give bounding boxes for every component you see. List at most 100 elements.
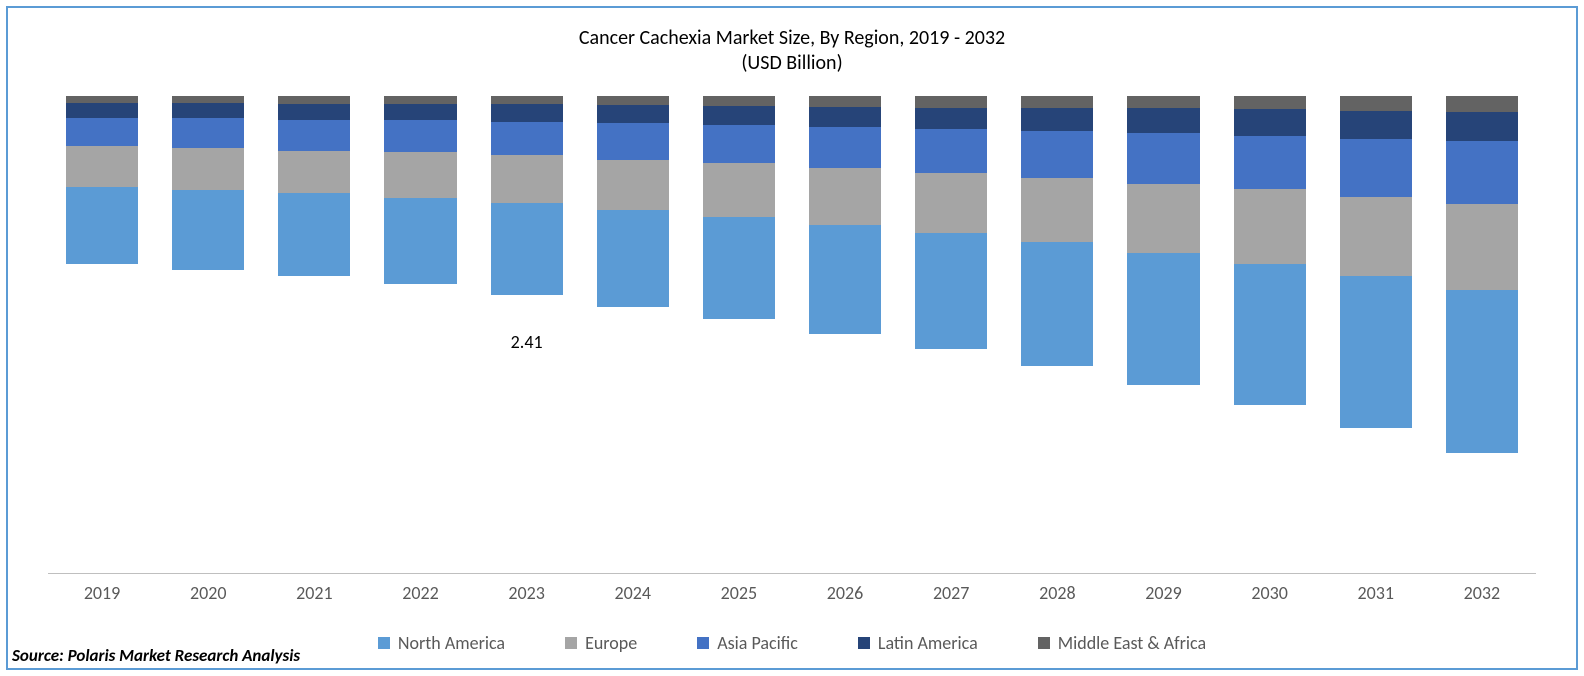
- bar-column: [1340, 96, 1412, 574]
- chart-title: Cancer Cachexia Market Size, By Region, …: [8, 26, 1576, 76]
- chart-frame: Cancer Cachexia Market Size, By Region, …: [6, 6, 1578, 670]
- bar-segment: [915, 129, 987, 173]
- bar-segment: [1340, 197, 1412, 276]
- x-axis-tick: 2029: [1127, 582, 1199, 604]
- bars-container: 2.41: [48, 96, 1536, 574]
- bar-segment: [1234, 189, 1306, 263]
- bar-segment: [1021, 108, 1093, 131]
- bar-segment: [66, 96, 138, 103]
- x-axis: 2019202020212022202320242025202620272028…: [48, 582, 1536, 604]
- legend-item: Middle East & Africa: [1038, 632, 1206, 654]
- bar-segment: [491, 96, 563, 104]
- legend-swatch: [565, 637, 577, 649]
- bar-column: [384, 96, 456, 574]
- bar-segment: [1234, 264, 1306, 405]
- bar-segment: [1021, 242, 1093, 366]
- x-axis-tick: 2030: [1234, 582, 1306, 604]
- bar-column: [915, 96, 987, 574]
- legend-item: Asia Pacific: [697, 632, 798, 654]
- x-axis-tick: 2027: [915, 582, 987, 604]
- bar-segment: [384, 96, 456, 104]
- bar-column: [172, 96, 244, 574]
- bar-column: [1127, 96, 1199, 574]
- legend-label: Middle East & Africa: [1058, 632, 1206, 654]
- bar-segment: [172, 190, 244, 270]
- bar-segment: [809, 96, 881, 107]
- bar-segment: [1021, 178, 1093, 242]
- bar-column: [1021, 96, 1093, 574]
- legend-item: North America: [378, 632, 505, 654]
- bar-segment: [809, 168, 881, 225]
- legend-swatch: [697, 637, 709, 649]
- bar-segment: [1234, 136, 1306, 190]
- bar-segment: [597, 160, 669, 210]
- x-axis-tick: 2022: [384, 582, 456, 604]
- bar-segment: [172, 118, 244, 148]
- bar-segment: [809, 127, 881, 167]
- bar-segment: [1127, 96, 1199, 108]
- bar-segment: [915, 96, 987, 108]
- bar-segment: [597, 96, 669, 105]
- bar-segment: [491, 122, 563, 156]
- legend-label: Latin America: [878, 632, 978, 654]
- bar-column: [66, 96, 138, 574]
- chart-title-line1: Cancer Cachexia Market Size, By Region, …: [579, 26, 1005, 50]
- bar-segment: [1446, 290, 1518, 453]
- x-axis-tick: 2032: [1446, 582, 1518, 604]
- x-axis-tick: 2020: [172, 582, 244, 604]
- bar-segment: [491, 104, 563, 121]
- bar-segment: [915, 108, 987, 129]
- bar-segment: [809, 107, 881, 128]
- bar-segment: [278, 151, 350, 194]
- bar-segment: [1340, 111, 1412, 139]
- bar-column: [703, 96, 775, 574]
- legend-label: Europe: [585, 632, 637, 654]
- bar-segment: [66, 146, 138, 186]
- x-axis-tick: 2024: [597, 582, 669, 604]
- chart-title-line2: (USD Billion): [741, 51, 842, 75]
- bar-segment: [278, 193, 350, 276]
- bar-segment: [703, 96, 775, 106]
- x-axis-tick: 2023: [491, 582, 563, 604]
- bar-column: [597, 96, 669, 574]
- bar-segment: [703, 106, 775, 125]
- bar-segment: [1446, 204, 1518, 290]
- x-axis-tick: 2031: [1340, 582, 1412, 604]
- legend-label: Asia Pacific: [717, 632, 798, 654]
- bar-column: [1234, 96, 1306, 574]
- bar-segment: [703, 217, 775, 319]
- bar-column: [278, 96, 350, 574]
- bar-segment: [703, 125, 775, 163]
- bar-segment: [597, 105, 669, 123]
- bar-segment: [491, 203, 563, 295]
- bar-segment: [809, 225, 881, 334]
- bar-segment: [1446, 141, 1518, 204]
- legend-label: North America: [398, 632, 505, 654]
- bar-segment: [1340, 96, 1412, 111]
- bar-column: [809, 96, 881, 574]
- bar-segment: [384, 152, 456, 197]
- bar-segment: [597, 123, 669, 159]
- x-axis-tick: 2019: [66, 582, 138, 604]
- bar-segment: [1340, 139, 1412, 197]
- x-axis-tick: 2028: [1021, 582, 1093, 604]
- bar-segment: [491, 155, 563, 203]
- bar-segment: [278, 120, 350, 151]
- bar-segment: [384, 120, 456, 152]
- source-caption: Source: Polaris Market Research Analysis: [12, 645, 300, 666]
- bar-segment: [384, 198, 456, 285]
- bar-segment: [172, 96, 244, 103]
- legend-swatch: [858, 637, 870, 649]
- bar-segment: [172, 103, 244, 118]
- x-axis-tick: 2026: [809, 582, 881, 604]
- bar-segment: [66, 103, 138, 118]
- x-axis-tick: 2025: [703, 582, 775, 604]
- bar-segment: [1340, 276, 1412, 428]
- bar-column: [1446, 96, 1518, 574]
- plot-area: 2.41: [48, 96, 1536, 574]
- bar-segment: [1021, 131, 1093, 178]
- bar-data-label: 2.41: [511, 331, 543, 353]
- bar-segment: [915, 233, 987, 349]
- bar-segment: [1446, 112, 1518, 142]
- bar-segment: [1021, 96, 1093, 108]
